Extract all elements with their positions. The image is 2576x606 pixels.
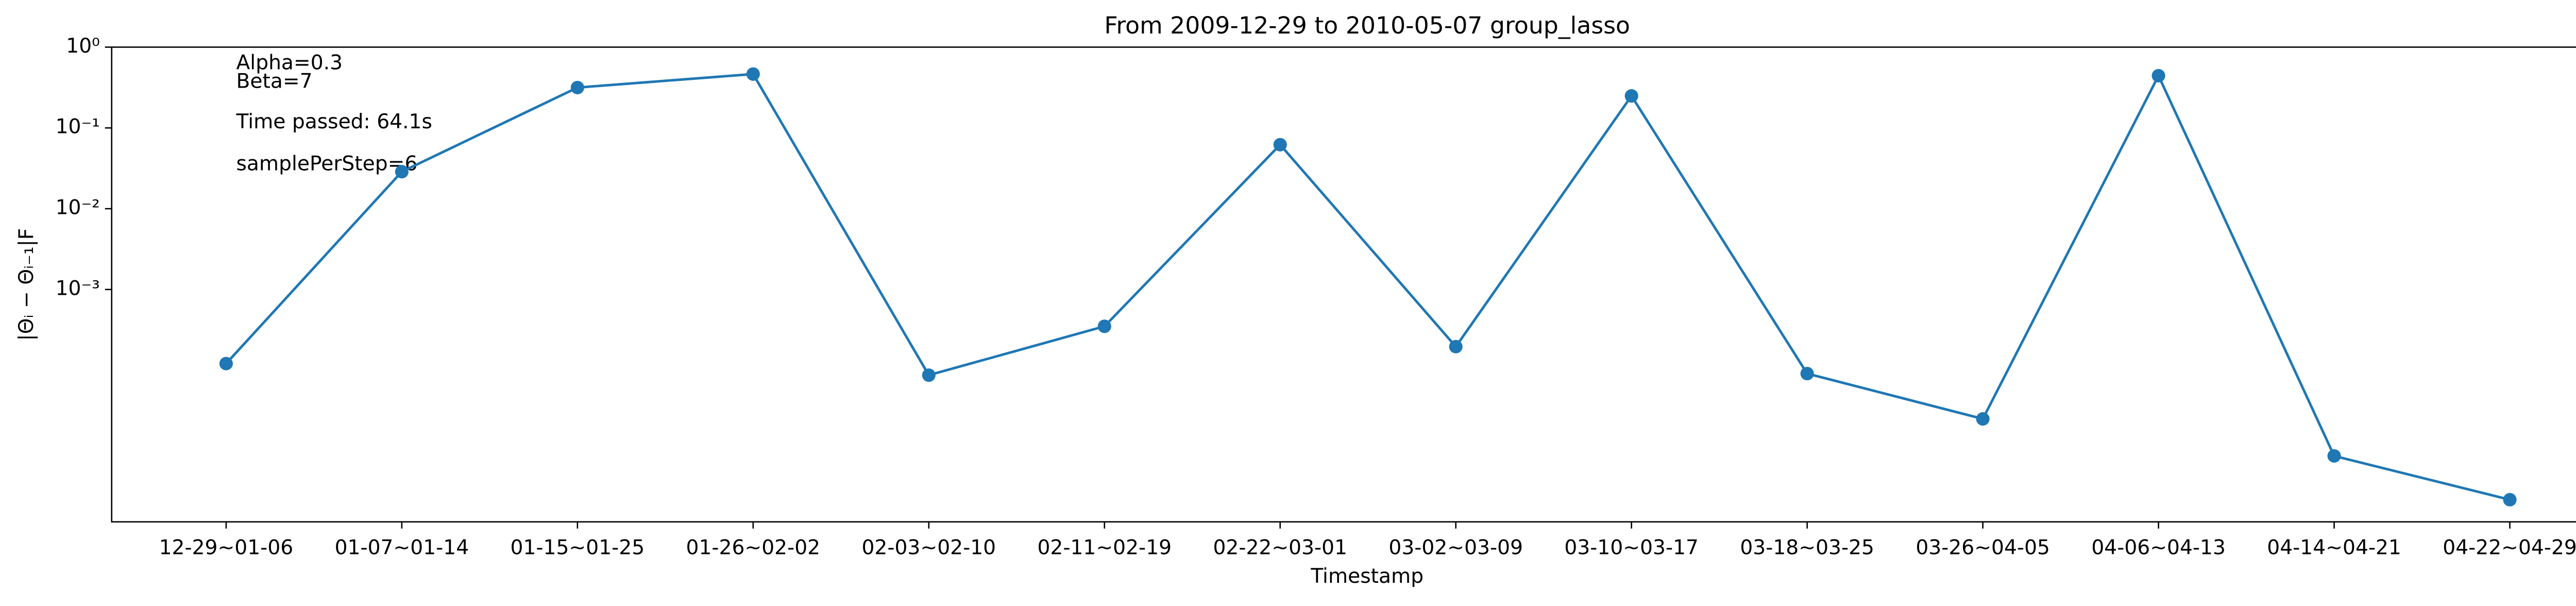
x-tick-label: 02-03~02-10 [862,536,996,559]
point [2151,69,2165,82]
x-tick-label: 03-02~03-09 [1388,536,1523,559]
x-tick-label: 12-29~01-06 [159,536,294,559]
point [1976,412,1990,426]
x-tick-label: 04-22~04-29 [2443,536,2576,559]
point [219,357,233,371]
x-tick-label: 01-07~01-14 [335,536,469,559]
x-tick-label: 04-14~04-21 [2267,536,2401,559]
point [570,80,584,94]
y-tick-label: 10⁻² [56,196,100,220]
point [1800,366,1814,381]
point [2503,493,2517,507]
y-axis-label: |Θᵢ − Θᵢ₋₁|F [15,228,38,341]
x-tick-label: 03-18~03-25 [1740,536,1874,559]
point [2327,449,2341,463]
annotation: Beta=7 [236,70,313,93]
annotation: Alpha=0.3 [236,52,343,75]
x-tick-label: 01-15~01-25 [511,536,645,559]
line [225,73,2511,501]
x-tick-label: 01-26~02-02 [686,536,821,559]
annotation: Time passed: 64.1s [236,110,432,133]
point [1449,340,1463,354]
point [1097,319,1111,333]
chart-title: From 2009-12-29 to 2010-05-07 group_lass… [1104,12,1630,39]
point [746,67,760,81]
annotation: samplePerStep=6 [236,153,418,176]
point [922,368,936,382]
point [395,165,409,179]
y-tick-label: 10⁻³ [56,277,100,300]
x-axis-label: Timestamp [1310,565,1423,588]
plot-frame [111,46,2576,523]
x-tick-label: 03-26~04-05 [1916,536,2050,559]
x-tick-label: 02-11~02-19 [1037,536,1172,559]
y-tick-label: 10⁻¹ [56,115,100,139]
point [1624,89,1638,103]
y-tick-label: 10⁰ [66,35,100,58]
x-tick-label: 02-22~03-01 [1213,536,1347,559]
x-tick-label: 03-10~03-17 [1564,536,1699,559]
point [1273,138,1287,152]
x-tick-label: 04-06~04-13 [2091,536,2226,559]
